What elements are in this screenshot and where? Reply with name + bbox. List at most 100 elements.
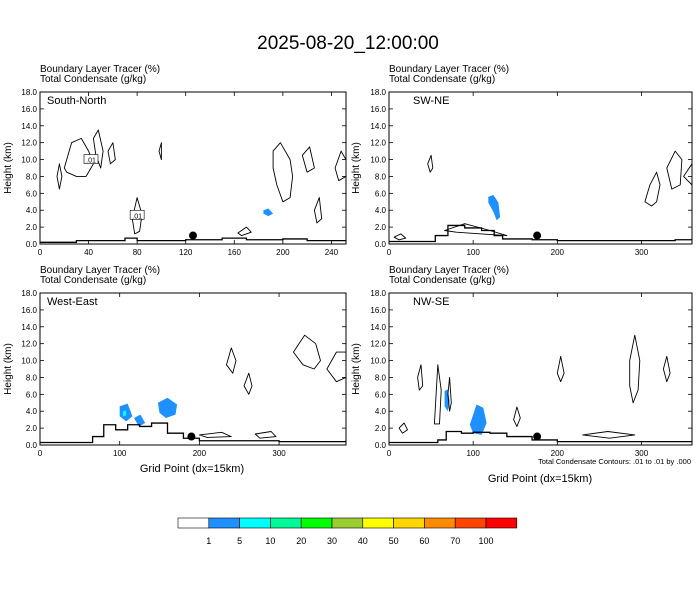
- terrain-profile: [389, 430, 692, 444]
- condensate-contour: [644, 171, 661, 207]
- y-tick-label: 12.0: [370, 139, 386, 148]
- condensate-contour: [513, 406, 521, 427]
- x-tick-label: 200: [551, 248, 565, 257]
- panel-header-line-1: Boundary Layer Tracer (%): [40, 265, 160, 276]
- panel-header-line-1: Boundary Layer Tracer (%): [389, 265, 509, 276]
- panel-west-east: Boundary Layer Tracer (%) Total Condensa…: [3, 265, 347, 475]
- y-tick-label: 18.0: [21, 289, 37, 298]
- panel-header-line-2: Total Condensate (g/kg): [40, 275, 146, 286]
- y-tick-label: 8.0: [26, 373, 38, 382]
- y-tick-label: 14.0: [21, 323, 37, 332]
- contour-label: .01: [86, 158, 96, 165]
- panel-south-north: Boundary Layer Tracer (%) Total Condensa…: [3, 64, 347, 257]
- tracer-shading-1-5: [157, 397, 178, 418]
- contour-interval-note: Total Condensate Contours: .01 to .01 by…: [538, 457, 691, 466]
- y-tick-label: 18.0: [21, 88, 37, 97]
- location-marker: [533, 432, 542, 441]
- x-tick-label: 300: [635, 449, 649, 458]
- colorbar-swatch: [270, 517, 302, 529]
- colorbar-swatch: [177, 517, 210, 529]
- y-tick-label: 14.0: [21, 122, 37, 131]
- condensate-contour: [444, 223, 508, 237]
- plot-area: [40, 334, 346, 444]
- colorbar-label: 5: [237, 536, 242, 546]
- panel-header-line-1: Boundary Layer Tracer (%): [40, 64, 160, 75]
- colorbar-swatch: [362, 517, 394, 529]
- panel-header-line-2: Total Condensate (g/kg): [389, 74, 495, 85]
- y-tick-label: 6.0: [375, 189, 387, 198]
- y-tick-label: 16.0: [370, 306, 386, 315]
- panel-label: West-East: [47, 296, 98, 308]
- y-tick-label: 0.0: [375, 441, 387, 450]
- x-tick-label: 200: [193, 449, 207, 458]
- y-tick-label: 18.0: [370, 88, 386, 97]
- panel-label: South-North: [47, 95, 106, 107]
- panel-header-line-2: Total Condensate (g/kg): [40, 74, 146, 85]
- x-tick-label: 120: [179, 248, 193, 257]
- condensate-contour: [107, 142, 116, 165]
- contour-label-box: [83, 154, 99, 164]
- x-tick-label: 40: [84, 248, 93, 257]
- y-tick-label: 4.0: [375, 407, 387, 416]
- y-axis-label: Height (km): [351, 343, 362, 395]
- y-axis-label: Height (km): [3, 142, 14, 194]
- colorbar-swatch: [393, 517, 425, 529]
- tracer-shading-1-5: [263, 208, 274, 217]
- contour-label-box: [129, 209, 145, 220]
- y-tick-label: 10.0: [370, 357, 386, 366]
- y-tick-label: 12.0: [370, 340, 386, 349]
- tracer-shading-1-5: [134, 414, 146, 427]
- colorbar-label: 100: [478, 536, 493, 546]
- y-tick-label: 10.0: [21, 156, 37, 165]
- y-tick-label: 14.0: [370, 323, 386, 332]
- figure-title: 2025-08-20_12:00:00: [257, 33, 439, 54]
- tracer-shading-5-10: [122, 410, 127, 417]
- colorbar-swatch: [331, 517, 364, 529]
- colorbar-swatch: [239, 517, 271, 529]
- y-tick-label: 16.0: [21, 105, 37, 114]
- y-tick-label: 0.0: [375, 240, 387, 249]
- condensate-contour: [226, 347, 237, 374]
- condensate-contour: [417, 364, 424, 391]
- y-tick-label: 12.0: [21, 139, 37, 148]
- x-tick-label: 200: [551, 449, 565, 458]
- y-tick-label: 2.0: [375, 424, 387, 433]
- y-tick-label: 10.0: [21, 357, 37, 366]
- x-tick-label: 0: [387, 248, 392, 257]
- tracer-shading-1-5: [488, 195, 501, 221]
- y-tick-label: 16.0: [370, 105, 386, 114]
- x-tick-label: 80: [133, 248, 142, 257]
- y-tick-label: 6.0: [26, 390, 38, 399]
- condensate-contour: [56, 163, 63, 190]
- terrain-profile: [389, 224, 692, 243]
- condensate-contour: [447, 376, 452, 412]
- y-tick-label: 8.0: [375, 172, 387, 181]
- y-tick-label: 18.0: [370, 289, 386, 298]
- condensate-contour: [313, 197, 323, 224]
- colorbar-label: 10: [265, 536, 275, 546]
- tracer-shading-1-5: [469, 404, 487, 435]
- condensate-contour: [272, 142, 294, 203]
- y-tick-label: 4.0: [26, 407, 38, 416]
- y-tick-label: 12.0: [21, 340, 37, 349]
- condensate-contour: [398, 422, 408, 434]
- condensate-contour: [582, 431, 636, 439]
- x-tick-label: 100: [466, 248, 480, 257]
- location-marker: [187, 432, 196, 441]
- plot-area: [389, 334, 692, 444]
- y-tick-label: 6.0: [26, 189, 38, 198]
- colorbar-label: 40: [358, 536, 368, 546]
- condensate-contour: [427, 154, 434, 173]
- condensate-contour: [666, 150, 683, 190]
- y-tick-label: 14.0: [370, 122, 386, 131]
- panel-header-line-1: Boundary Layer Tracer (%): [389, 64, 509, 75]
- plot-frame: [39, 292, 347, 446]
- contour-label: .01: [132, 213, 142, 220]
- x-tick-label: 0: [387, 449, 392, 458]
- colorbar-label: 20: [296, 536, 306, 546]
- y-tick-label: 0.0: [26, 441, 38, 450]
- panel-label: NW-SE: [413, 296, 449, 308]
- condensate-contour: [556, 355, 565, 383]
- condensate-contour: [92, 129, 104, 169]
